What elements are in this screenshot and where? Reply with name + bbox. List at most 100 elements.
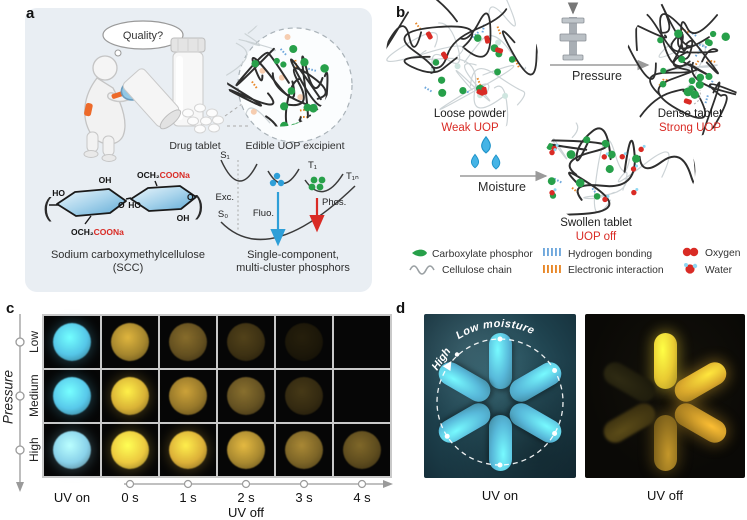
capsule-wheel-uv-on (424, 314, 576, 478)
loose-powder-title: Loose powder (434, 108, 506, 120)
tablet-disc (227, 431, 265, 469)
scc-caption-2: (SCC) (113, 262, 144, 274)
tablet-disc (227, 323, 265, 361)
tablet-disc (169, 377, 207, 415)
pressure-axis (15, 314, 25, 492)
weak-uop-status: Weak UOP (441, 122, 499, 134)
capsule (670, 398, 731, 447)
col-label-uv-on: UV on (53, 490, 91, 505)
tablet-disc (285, 377, 323, 415)
uv-photo-cell (160, 424, 216, 476)
uv-photo-cell (276, 316, 332, 368)
col-label-3s: 3 s (295, 490, 313, 505)
svg-text:Electronic interaction: Electronic interaction (568, 265, 664, 276)
t1-label: T₁ (308, 160, 317, 171)
svg-text:Oxygen: Oxygen (705, 248, 741, 259)
tablet-disc (285, 323, 323, 361)
tablet-press-icon (559, 2, 587, 61)
carboxymethyl-bottom: OCH₂COONa (71, 227, 124, 237)
uv-photo-cell (44, 370, 100, 422)
tablet-disc (227, 377, 265, 415)
uv-photo-cell (44, 424, 100, 476)
s1-label: S₁ (220, 150, 230, 161)
drug-tablet-label: Drug tablet (169, 140, 220, 152)
fluo-label: Fluo. (253, 208, 274, 219)
capsule (670, 357, 731, 406)
uv-photo-cell (218, 316, 274, 368)
t1n-label: T₁ₙ (346, 171, 359, 182)
panel-c-label: c (6, 300, 15, 317)
tablet-disc (169, 323, 207, 361)
orange-strap (84, 102, 93, 117)
svg-text:HO: HO (128, 200, 141, 210)
time-axis (124, 479, 393, 489)
svg-text:Carboxylate phosphor: Carboxylate phosphor (432, 249, 533, 260)
svg-text:Hydrogen bonding: Hydrogen bonding (568, 249, 652, 260)
tablet-disc (343, 431, 381, 469)
tablet-disc (53, 377, 91, 415)
hydrogen-bonding-icon (543, 248, 561, 256)
electronic-interaction-icon (543, 265, 561, 273)
uv-photo-cell (218, 424, 274, 476)
uv-photo-cell (160, 370, 216, 422)
quality-text: Quality? (123, 30, 163, 42)
moisture-scale-circle (436, 338, 564, 466)
strong-uop-status: Strong UOP (659, 122, 721, 134)
tablet-disc (111, 377, 149, 415)
capsule (653, 333, 677, 389)
capsule (488, 333, 512, 389)
s0-label: S₀ (218, 209, 228, 220)
uv-photo-cell (102, 370, 158, 422)
swollen-tablet-network (539, 112, 696, 229)
svg-text:): ) (195, 190, 204, 220)
oh-label: OH (99, 175, 112, 185)
excipient-label: Edible UOP excipient (245, 140, 344, 152)
phos-label: Phos. (322, 197, 346, 208)
low-moisture-label: Low moisture (454, 318, 536, 342)
scc-caption-1: Sodium carboxymethylcellulose (51, 249, 205, 261)
capsule (599, 357, 660, 406)
tablet-disc (169, 431, 207, 469)
panel-d-label: d (396, 300, 406, 317)
scc-structure: ( ) O O HO OH HO OH OCH₂COONa OCH₂COONa (43, 170, 204, 237)
swollen-tablet-title: Swollen tablet (560, 217, 632, 229)
uv-off-caption: UV off (647, 488, 683, 503)
uv-photo-cell (160, 316, 216, 368)
svg-text:O: O (118, 200, 125, 210)
svg-text:Cellulose chain: Cellulose chain (442, 265, 512, 276)
uv-photo-cell (334, 370, 390, 422)
panel-a-label: a (26, 5, 35, 22)
svg-text:O: O (187, 192, 194, 202)
uv-photo-cell (276, 424, 332, 476)
uv-photo-cell (44, 316, 100, 368)
col-label-2s: 2 s (237, 490, 255, 505)
uv-off-axis-label: UV off (228, 505, 264, 520)
col-label-1s: 1 s (179, 490, 197, 505)
thought-bubble: Quality? (102, 20, 184, 64)
water-droplets-icon (470, 135, 501, 170)
row-label-high: High (27, 437, 41, 463)
loose-powder-network (383, 0, 540, 146)
svg-text:(: ( (43, 192, 52, 222)
spilled-tablets (182, 103, 224, 134)
moisture-annotation: Low moisture High (430, 318, 564, 468)
escaping-oxygen (683, 89, 701, 105)
capsule (653, 415, 677, 471)
capsule (599, 398, 660, 447)
tablet-disc (53, 431, 91, 469)
pill-bottles (122, 37, 249, 134)
legend: Carboxylate phosphor Cellulose chain Hyd… (409, 247, 741, 276)
carboxylate-phosphor-icon (412, 249, 427, 257)
uv-photo-cell (334, 316, 390, 368)
energy-diagram (220, 159, 356, 247)
uv-photo-cell (102, 316, 158, 368)
uv-photo-cell (334, 424, 390, 476)
phosphor-caption-1: Single-component, (247, 249, 339, 261)
uv-photo-cell (218, 370, 274, 422)
panel-b-artwork: Loose powder Weak UOP Pressure Dense tab… (409, 0, 741, 276)
dense-tablet-network (623, 0, 741, 143)
row-label-low: Low (27, 331, 41, 354)
oxygen-icon (682, 247, 699, 257)
water-icon (684, 263, 698, 274)
